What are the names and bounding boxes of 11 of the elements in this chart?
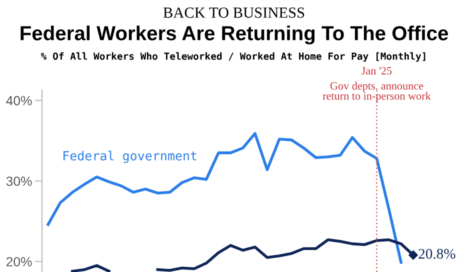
- line-series: [46, 132, 402, 264]
- y-tick-label: 30%: [6, 176, 32, 186]
- text: BACK TO BUSINESS: [163, 8, 304, 18]
- x-tick-label: Jan '25: [362, 67, 392, 75]
- y-tick-label: 20%: [6, 257, 32, 266]
- data-label: 20.8%: [418, 248, 456, 259]
- y-tick-label: 40%: [6, 96, 32, 106]
- ref-line-label: Gov depts. announce return to in-person work: [322, 82, 431, 102]
- series-label: Federal government: [64, 150, 196, 163]
- chart-title: Federal Workers Are Returning To The Office: [20, 26, 448, 44]
- chart-subtitle: % Of All Workers Who Teleworked / Worked At Home For Pay [Monthly]: [41, 52, 426, 62]
